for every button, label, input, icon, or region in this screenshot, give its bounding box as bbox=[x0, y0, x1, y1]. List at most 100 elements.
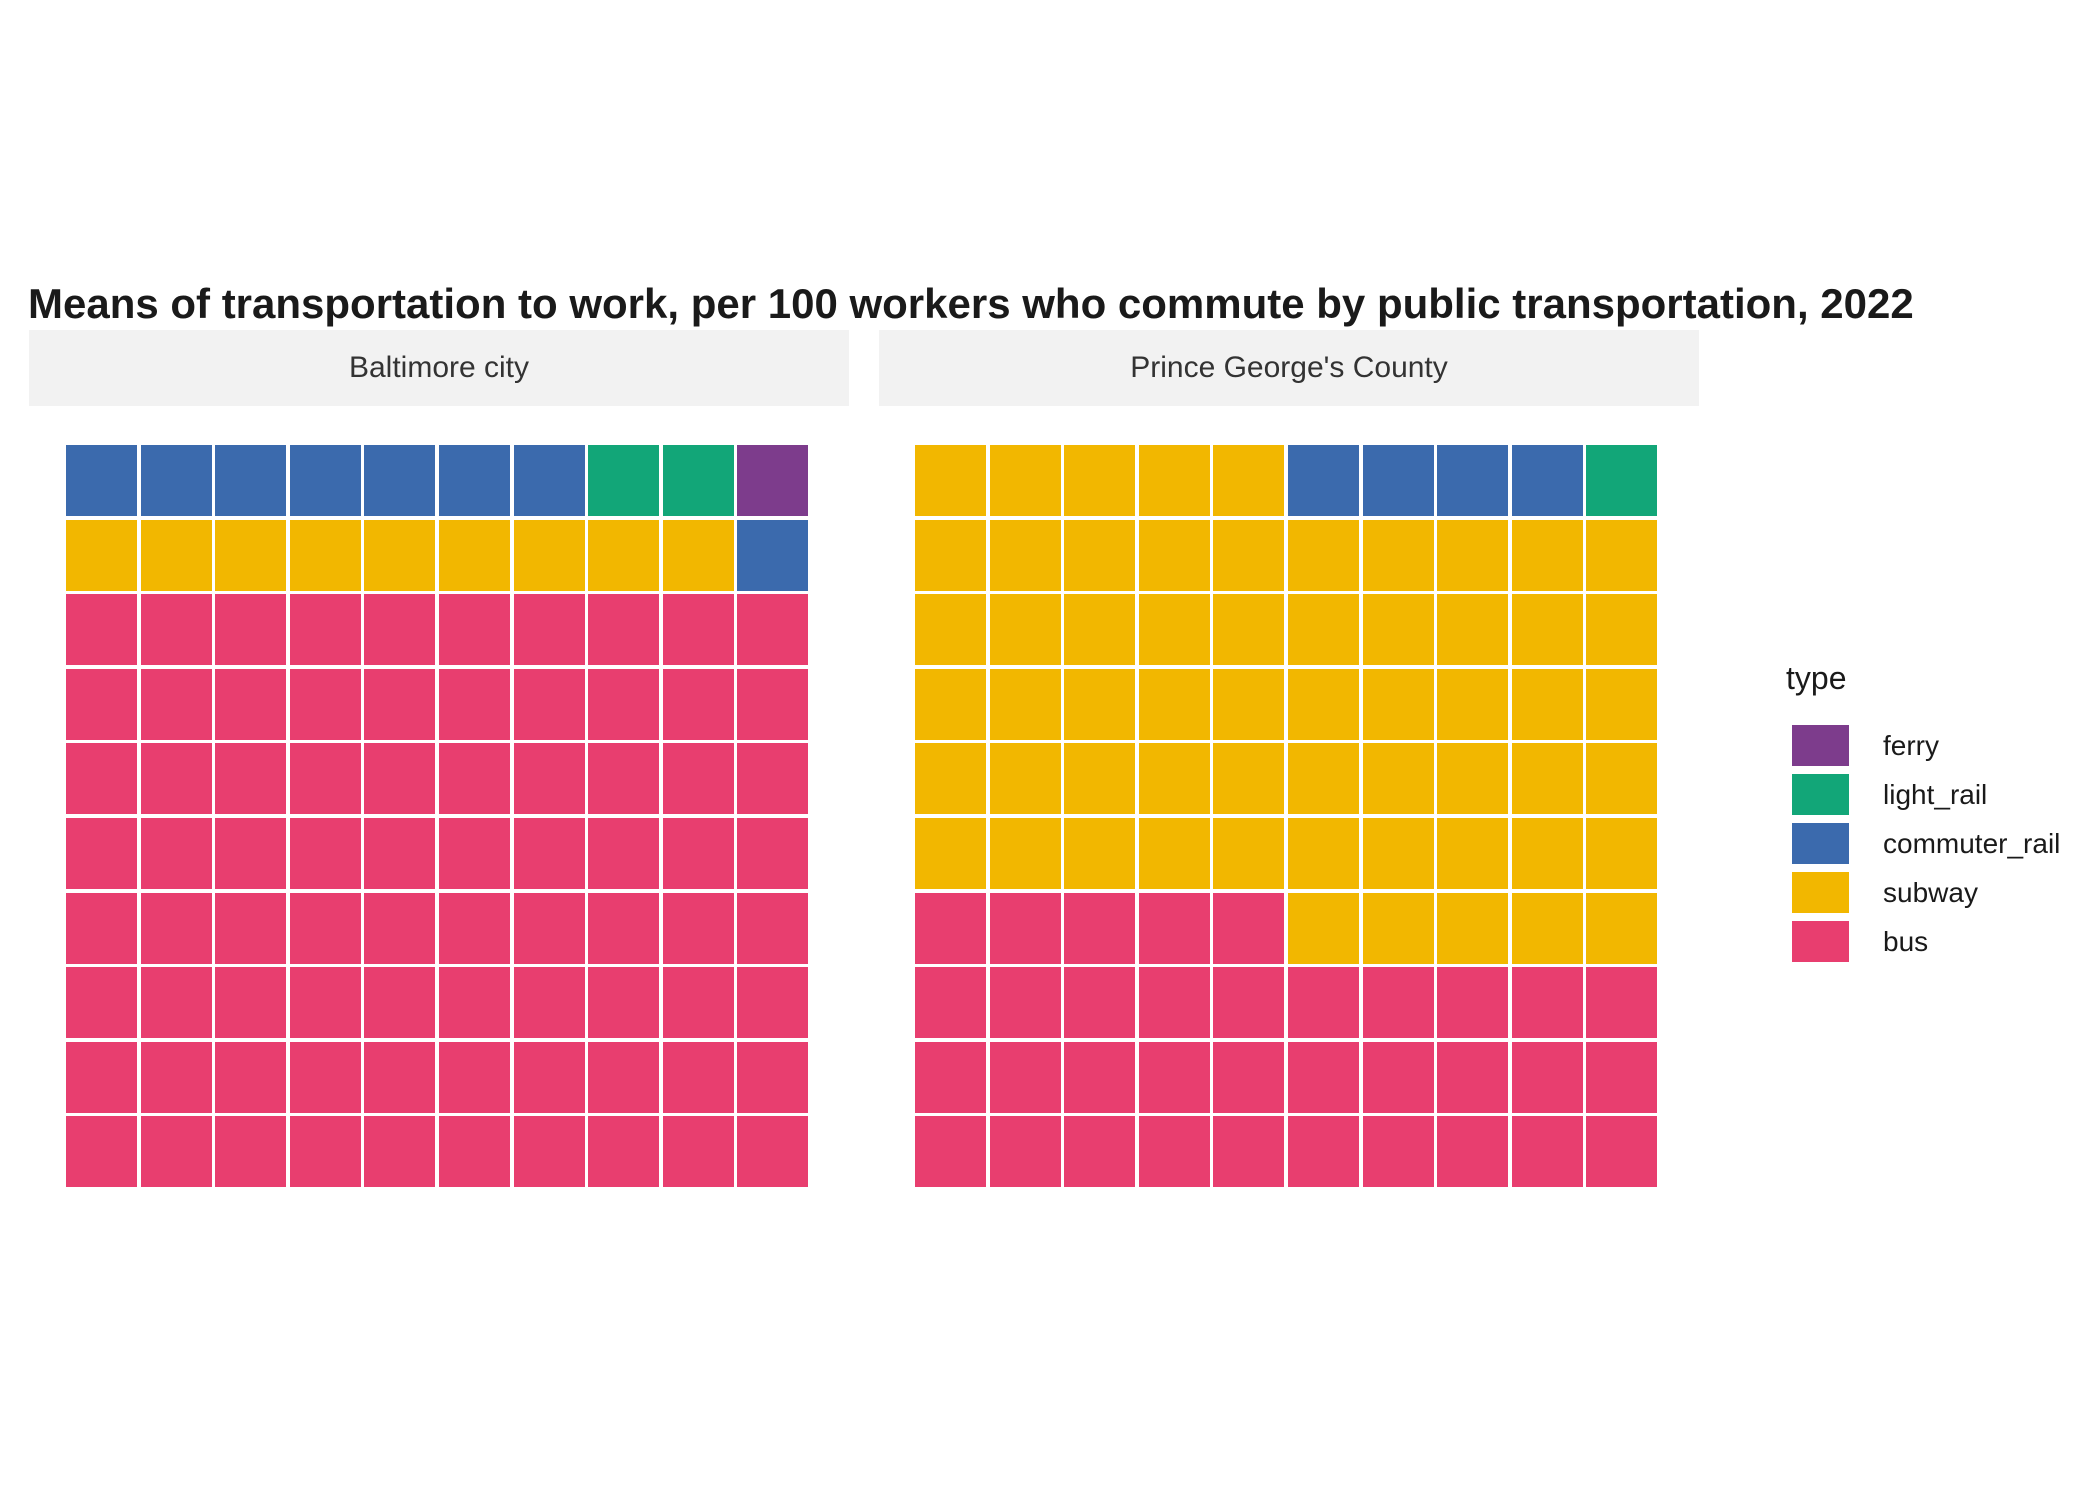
waffle-cell-commuter-rail bbox=[1362, 445, 1434, 516]
waffle-cell-subway bbox=[1362, 743, 1434, 815]
waffle-cell-subway bbox=[1437, 594, 1509, 666]
waffle-cell-subway bbox=[1586, 818, 1658, 889]
waffle-cell-subway bbox=[1362, 892, 1434, 964]
waffle-panel-baltimore-city bbox=[66, 445, 812, 1191]
waffle-cell-bus bbox=[588, 818, 660, 889]
waffle-cell-bus bbox=[439, 743, 510, 815]
waffle-cell-subway bbox=[1138, 594, 1210, 666]
waffle-cell-bus bbox=[289, 1041, 361, 1113]
waffle-cell-bus bbox=[66, 1116, 137, 1188]
waffle-cell-subway bbox=[989, 519, 1061, 591]
waffle-cell-subway bbox=[364, 519, 436, 591]
waffle-cell-subway bbox=[915, 743, 986, 815]
waffle-cell-subway bbox=[1213, 445, 1285, 516]
waffle-cell-bus bbox=[737, 1041, 809, 1113]
waffle-cell-bus bbox=[215, 594, 287, 666]
waffle-cell-bus bbox=[1437, 1041, 1509, 1113]
waffle-cell-bus bbox=[439, 818, 510, 889]
waffle-cell-bus bbox=[364, 743, 436, 815]
waffle-cell-light-rail bbox=[1586, 445, 1658, 516]
waffle-cell-bus bbox=[66, 1041, 137, 1113]
waffle-cell-light-rail bbox=[662, 445, 734, 516]
waffle-cell-bus bbox=[1064, 1041, 1136, 1113]
waffle-cell-bus bbox=[66, 743, 137, 815]
waffle-cell-subway bbox=[1213, 519, 1285, 591]
legend: type ferry light_rail commuter_rail subway b… bbox=[1786, 660, 2060, 966]
waffle-cell-subway bbox=[1213, 594, 1285, 666]
waffle-cell-subway bbox=[1288, 594, 1359, 666]
legend-label: light_rail bbox=[1883, 778, 1988, 810]
legend-key-swatch bbox=[1792, 774, 1849, 815]
waffle-cell-subway bbox=[1213, 818, 1285, 889]
waffle-cell-subway bbox=[439, 519, 510, 591]
legend-item-commuter-rail: commuter_rail bbox=[1786, 819, 2060, 868]
waffle-cell-bus bbox=[289, 818, 361, 889]
waffle-cell-subway bbox=[1586, 892, 1658, 964]
waffle-cell-bus bbox=[289, 1116, 361, 1188]
waffle-cell-bus bbox=[513, 1041, 585, 1113]
waffle-cell-bus bbox=[1213, 1116, 1285, 1188]
waffle-cell-bus bbox=[588, 892, 660, 964]
waffle-cell-bus bbox=[1586, 1041, 1658, 1113]
waffle-cell-commuter-rail bbox=[1511, 445, 1583, 516]
waffle-cell-subway bbox=[1437, 519, 1509, 591]
waffle-cell-subway bbox=[1064, 668, 1136, 740]
waffle-cell-bus bbox=[66, 818, 137, 889]
waffle-cell-bus bbox=[737, 1116, 809, 1188]
waffle-cell-bus bbox=[215, 668, 287, 740]
waffle-cell-bus bbox=[1138, 967, 1210, 1039]
waffle-cell-commuter-rail bbox=[66, 445, 137, 516]
waffle-cell-bus bbox=[1213, 967, 1285, 1039]
legend-key-swatch bbox=[1792, 725, 1849, 766]
waffle-cell-bus bbox=[1138, 892, 1210, 964]
waffle-cell-bus bbox=[737, 668, 809, 740]
facet-label: Prince George's County bbox=[1130, 351, 1448, 384]
waffle-cell-bus bbox=[439, 892, 510, 964]
facet-strip-baltimore-city: Baltimore city bbox=[29, 330, 849, 406]
waffle-cell-bus bbox=[737, 892, 809, 964]
waffle-cell-subway bbox=[1064, 818, 1136, 889]
waffle-cell-bus bbox=[662, 1041, 734, 1113]
waffle-cell-bus bbox=[989, 1041, 1061, 1113]
waffle-cell-bus bbox=[140, 594, 212, 666]
waffle-cell-subway bbox=[588, 519, 660, 591]
waffle-cell-bus bbox=[439, 594, 510, 666]
waffle-cell-subway bbox=[1511, 892, 1583, 964]
waffle-cell-bus bbox=[140, 818, 212, 889]
waffle-cell-subway bbox=[1138, 743, 1210, 815]
waffle-cell-bus bbox=[289, 594, 361, 666]
waffle-cell-bus bbox=[662, 594, 734, 666]
waffle-cell-subway bbox=[1362, 668, 1434, 740]
legend-key-swatch bbox=[1792, 872, 1849, 913]
waffle-cell-commuter-rail bbox=[215, 445, 287, 516]
waffle-cell-bus bbox=[662, 1116, 734, 1188]
waffle-cell-bus bbox=[140, 892, 212, 964]
waffle-cell-subway bbox=[1586, 668, 1658, 740]
waffle-cell-subway bbox=[1138, 519, 1210, 591]
waffle-cell-bus bbox=[588, 1116, 660, 1188]
waffle-cell-subway bbox=[1288, 892, 1359, 964]
waffle-cell-bus bbox=[737, 967, 809, 1039]
waffle-cell-commuter-rail bbox=[140, 445, 212, 516]
waffle-cell-bus bbox=[513, 892, 585, 964]
legend-title: type bbox=[1786, 660, 1847, 696]
waffle-cell-bus bbox=[1064, 1116, 1136, 1188]
waffle-cell-subway bbox=[1362, 519, 1434, 591]
waffle-cell-subway bbox=[1288, 818, 1359, 889]
waffle-cell-subway bbox=[1138, 818, 1210, 889]
waffle-cell-subway bbox=[1288, 519, 1359, 591]
waffle-cell-subway bbox=[1138, 445, 1210, 516]
waffle-cell-light-rail bbox=[588, 445, 660, 516]
legend-label: ferry bbox=[1883, 729, 1939, 761]
waffle-cell-bus bbox=[662, 892, 734, 964]
waffle-cell-subway bbox=[215, 519, 287, 591]
waffle-cell-subway bbox=[1064, 594, 1136, 666]
waffle-cell-commuter-rail bbox=[737, 519, 809, 591]
waffle-cell-bus bbox=[289, 743, 361, 815]
waffle-cell-subway bbox=[1586, 743, 1658, 815]
waffle-cell-bus bbox=[439, 967, 510, 1039]
waffle-cell-bus bbox=[1288, 967, 1359, 1039]
waffle-cell-subway bbox=[513, 519, 585, 591]
waffle-cell-bus bbox=[1288, 1116, 1359, 1188]
waffle-cell-bus bbox=[588, 668, 660, 740]
